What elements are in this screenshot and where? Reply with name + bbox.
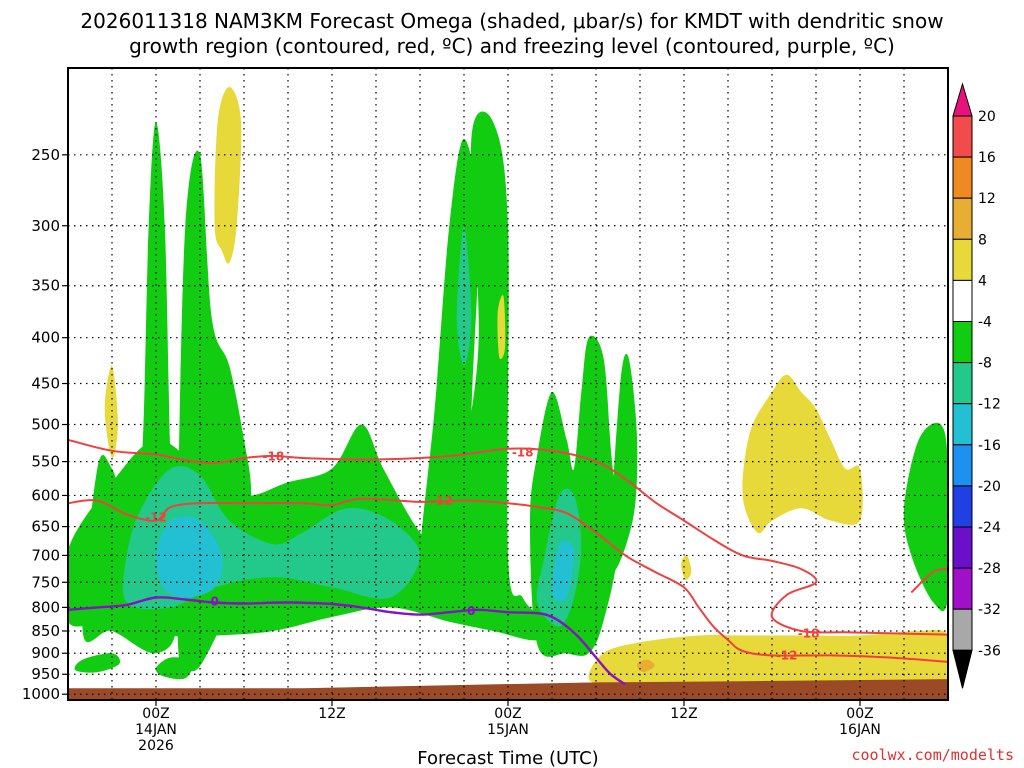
ytick-label-550: 550 xyxy=(31,453,60,471)
colorbar-swatch xyxy=(952,485,973,528)
contour-label: -18 xyxy=(798,626,820,640)
colorbar-label: -32 xyxy=(978,602,1001,618)
ytick-label-850: 850 xyxy=(31,622,60,640)
omega-region-green-right-b xyxy=(610,353,638,572)
ytick-label-750: 750 xyxy=(31,573,60,591)
colorbar-top-arrow xyxy=(952,82,973,117)
colorbar-label: -20 xyxy=(978,479,1001,495)
contour-label: -12 xyxy=(776,648,798,662)
omega-region-yellow-top-blob xyxy=(214,87,242,264)
ytick-label-500: 500 xyxy=(31,416,60,434)
contour-label: -12 xyxy=(145,511,167,525)
colorbar-label: -28 xyxy=(978,561,1001,577)
isotherm-contours-layer xyxy=(68,438,948,686)
ytick-label-450: 450 xyxy=(31,375,60,393)
ytick-label-600: 600 xyxy=(31,486,60,504)
colorbar-label: 16 xyxy=(978,150,996,166)
chart-title-line1: 2026011318 NAM3KM Forecast Omega (shaded… xyxy=(80,9,943,33)
colorbar-label: 20 xyxy=(978,109,996,125)
isotherm-dgz-minus12 xyxy=(68,497,948,663)
omega-region-cyan-core-a xyxy=(155,516,223,598)
xtick-label: 00Z xyxy=(846,706,873,722)
colorbar-swatch xyxy=(952,156,973,199)
xtick-label: 2026 xyxy=(138,738,174,754)
ytick-label-250: 250 xyxy=(31,146,60,164)
y-axis-ticks: 250 300 350 400 450 500 550 600 650 700 750 800 850 9… xyxy=(22,146,68,703)
ytick-label-650: 650 xyxy=(31,518,60,536)
colorbar: 20 16 12 8 4 -4 -8 -12 -16 -20 -24 -28 -32 -36 xyxy=(952,82,1001,689)
colorbar-label: 12 xyxy=(978,191,996,207)
omega-region-yellow-small-b xyxy=(497,295,506,360)
omega-region-teal-core-c xyxy=(456,225,472,366)
ytick-label-900: 900 xyxy=(31,644,60,662)
xtick-label: 12Z xyxy=(318,706,345,722)
colorbar-label: -12 xyxy=(978,397,1001,413)
colorbar-swatch xyxy=(952,238,973,281)
x-axis-label: Forecast Time (UTC) xyxy=(417,748,598,768)
ytick-label-950: 950 xyxy=(31,665,60,683)
contour-label: 0 xyxy=(210,595,218,609)
xtick-label: 16JAN xyxy=(839,722,881,738)
colorbar-swatch xyxy=(952,362,973,405)
contour-label: -18 xyxy=(512,445,534,459)
contour-label: -12 xyxy=(431,494,453,508)
omega-region-green-far-right xyxy=(903,422,948,611)
colorbar-swatch xyxy=(952,444,973,487)
colorbar-swatch xyxy=(952,115,973,158)
omega-shading-layer xyxy=(68,87,948,690)
xtick-label: 00Z xyxy=(142,706,169,722)
xtick-label: 15JAN xyxy=(487,722,529,738)
chart-title-line2: growth region (contoured, red, ºC) and f… xyxy=(129,34,895,58)
colorbar-label: 8 xyxy=(978,232,987,248)
ytick-label-400: 400 xyxy=(31,329,60,347)
contour-label: -18 xyxy=(262,450,284,464)
xtick-label: 14JAN xyxy=(135,722,177,738)
colorbar-swatch xyxy=(952,526,973,569)
colorbar-label: -8 xyxy=(978,356,992,372)
credit-text: coolwx.com/modelts xyxy=(851,746,1014,764)
omega-region-orange-spot xyxy=(636,659,655,673)
isotherm-freezing-0 xyxy=(68,596,626,686)
isotherm-dgz-minus18 xyxy=(68,438,948,636)
omega-region-yellow-right-upper xyxy=(742,374,863,534)
colorbar-swatch xyxy=(952,608,973,651)
ytick-label-800: 800 xyxy=(31,598,60,616)
ytick-label-350: 350 xyxy=(31,277,60,295)
colorbar-label: -36 xyxy=(978,643,1001,659)
colorbar-swatch xyxy=(952,197,973,240)
colorbar-swatch xyxy=(952,321,973,364)
xtick-label: 00Z xyxy=(494,706,521,722)
colorbar-label: 4 xyxy=(978,273,987,289)
colorbar-label: -4 xyxy=(978,315,992,331)
colorbar-bottom-arrow xyxy=(952,649,973,689)
omega-region-green-small-a xyxy=(74,653,121,673)
colorbar-swatch xyxy=(952,279,973,322)
colorbar-swatch xyxy=(952,567,973,610)
omega-region-cyan-core-b xyxy=(551,540,575,602)
colorbar-label: -16 xyxy=(978,438,1001,454)
omega-region-yellow-left-spike xyxy=(104,365,118,459)
colorbar-swatch xyxy=(952,403,973,446)
ytick-label-300: 300 xyxy=(31,217,60,235)
ytick-label-700: 700 xyxy=(31,546,60,564)
xtick-label: 12Z xyxy=(670,706,697,722)
contour-label: 0 xyxy=(467,604,475,618)
ytick-label-1000: 1000 xyxy=(22,685,60,703)
colorbar-label: -24 xyxy=(978,520,1001,536)
omega-region-yellow-right-lower xyxy=(588,629,948,690)
isotherm-dgz-minus18-tail xyxy=(910,568,948,594)
